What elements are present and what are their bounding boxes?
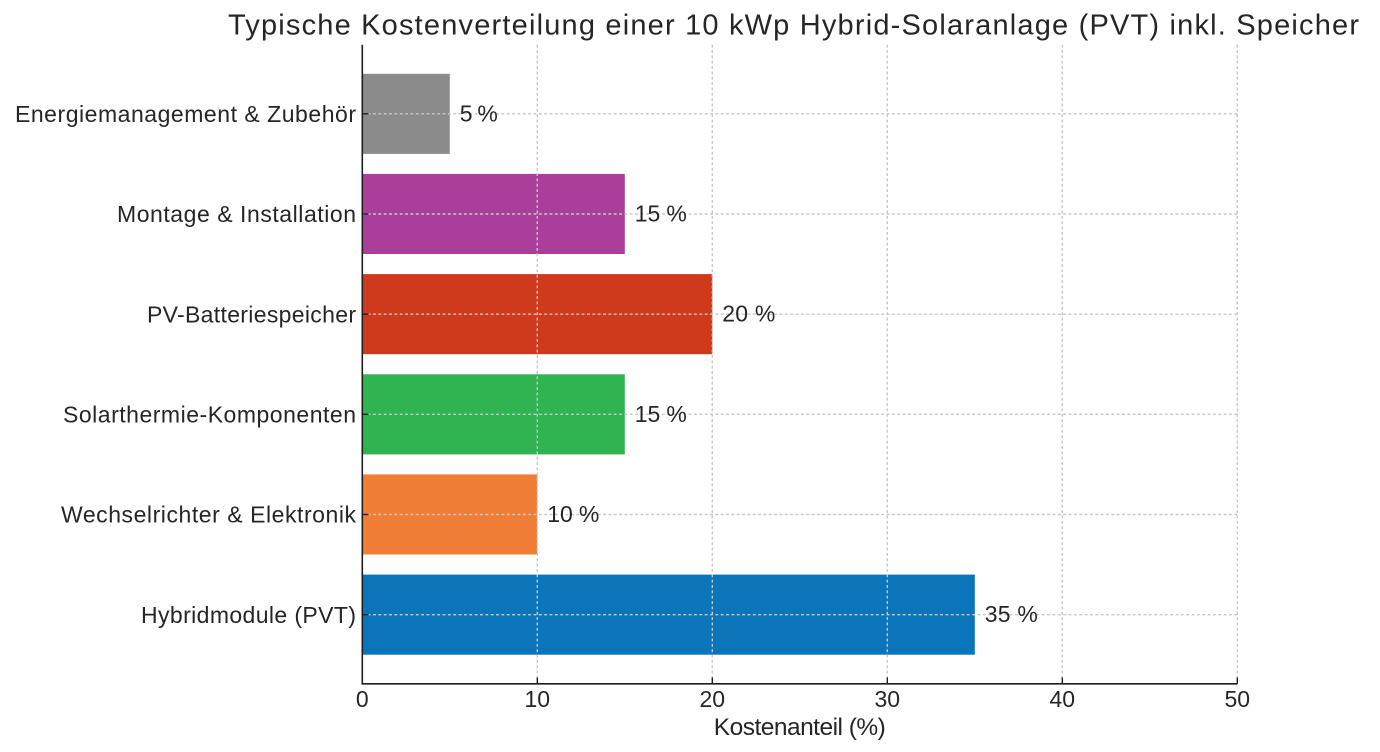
svg-text:0: 0 <box>356 686 369 712</box>
svg-text:Kostenanteil (%): Kostenanteil (%) <box>714 714 886 741</box>
svg-text:50: 50 <box>1225 686 1251 712</box>
svg-text:35 %: 35 % <box>985 601 1038 627</box>
svg-text:Solarthermie-Komponenten: Solarthermie-Komponenten <box>63 402 356 428</box>
svg-text:20: 20 <box>700 686 726 712</box>
svg-text:15 %: 15 % <box>635 401 687 427</box>
svg-text:5 %: 5 % <box>460 100 498 126</box>
svg-text:Typische Kostenverteilung eine: Typische Kostenverteilung einer 10 kWp H… <box>228 9 1359 41</box>
svg-text:20 %: 20 % <box>722 301 775 327</box>
svg-text:10 %: 10 % <box>547 501 599 527</box>
svg-text:30: 30 <box>875 686 901 712</box>
svg-text:15 %: 15 % <box>635 201 687 227</box>
svg-text:Energiemanagement & Zubehör: Energiemanagement & Zubehör <box>15 101 356 127</box>
svg-text:40: 40 <box>1050 686 1076 712</box>
svg-text:10: 10 <box>525 686 551 712</box>
svg-text:Montage & Installation: Montage & Installation <box>117 201 356 227</box>
svg-text:Hybridmodule (PVT): Hybridmodule (PVT) <box>141 602 356 628</box>
svg-text:PV-Batteriespeicher: PV-Batteriespeicher <box>147 301 356 327</box>
svg-text:Wechselrichter & Elektronik: Wechselrichter & Elektronik <box>61 502 357 528</box>
